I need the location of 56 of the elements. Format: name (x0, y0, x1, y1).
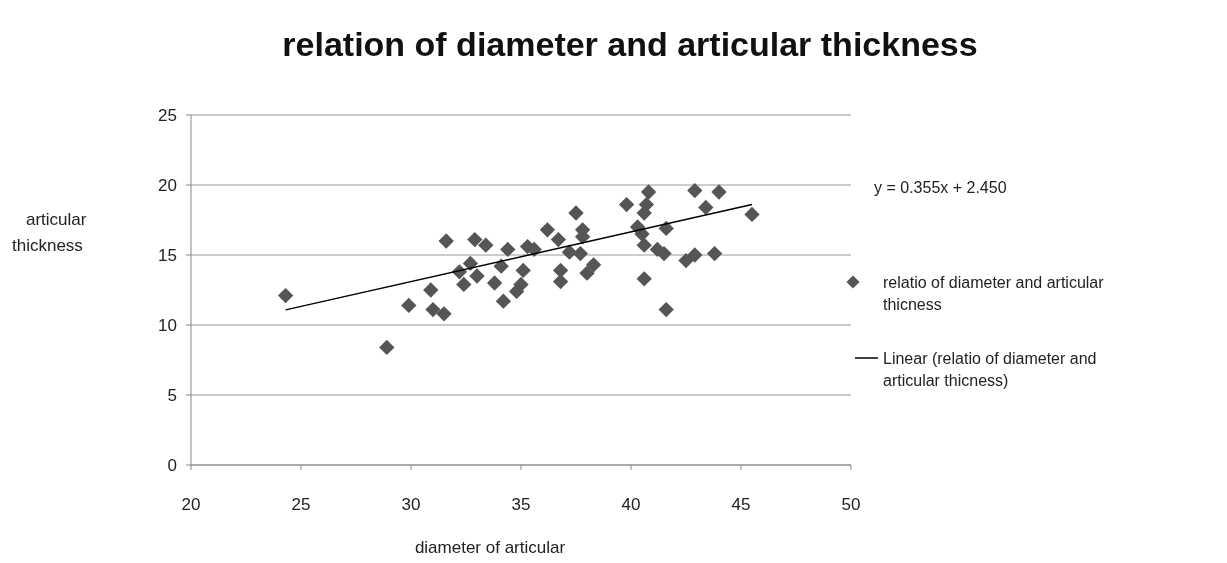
x-axis-title: diameter of articular (414, 538, 566, 557)
y-tick-label: 10 (158, 316, 177, 335)
point (379, 339, 395, 356)
point (658, 301, 674, 318)
point (423, 282, 439, 298)
x-tick-label: 40 (621, 495, 641, 514)
point (572, 245, 589, 262)
point (493, 258, 509, 274)
legend-label: relatio of diameter and articular thicness (883, 274, 1105, 313)
point (656, 245, 672, 262)
point (618, 196, 635, 213)
point (486, 275, 503, 291)
point (658, 220, 674, 237)
point (425, 301, 441, 318)
point (711, 184, 727, 200)
x-tick-label: 45 (731, 495, 751, 514)
point (277, 287, 294, 304)
point (438, 233, 454, 249)
point (456, 276, 472, 293)
point (744, 206, 760, 223)
point (515, 262, 531, 279)
point (469, 268, 485, 284)
point (687, 247, 703, 263)
x-tick-label: 35 (511, 495, 531, 514)
point (436, 306, 452, 322)
point (568, 205, 584, 221)
point (550, 231, 567, 248)
legend-label: Linear (relatio of diameter and articular thicness) (883, 350, 1097, 389)
point (401, 297, 417, 314)
x-tick-label: 20 (181, 495, 201, 514)
y-tick-label: 5 (167, 386, 177, 405)
point (640, 184, 657, 200)
x-tick-label: 25 (291, 495, 311, 514)
point (698, 199, 714, 216)
text: y = 0.355x + 2.450 (874, 179, 1007, 196)
y-tick-label: 20 (158, 176, 177, 195)
point (687, 182, 703, 199)
point (478, 237, 494, 253)
y-tick-label: 15 (158, 246, 177, 265)
point (678, 252, 694, 269)
chart-title: relation of diameter and articular thickness (282, 25, 978, 63)
point (636, 271, 652, 287)
point (706, 245, 723, 262)
point (636, 237, 652, 253)
point (585, 257, 602, 273)
point (539, 222, 556, 238)
x-tick-label: 30 (401, 495, 421, 514)
point (636, 205, 652, 221)
point (495, 293, 512, 309)
y-tick-label: 25 (158, 106, 177, 125)
point (500, 241, 516, 258)
x-tick-label: 50 (841, 495, 861, 514)
y-axis-title: articular thickness (12, 210, 87, 255)
point (467, 231, 483, 248)
point (579, 265, 595, 281)
y-tick-label: 0 (167, 456, 177, 475)
